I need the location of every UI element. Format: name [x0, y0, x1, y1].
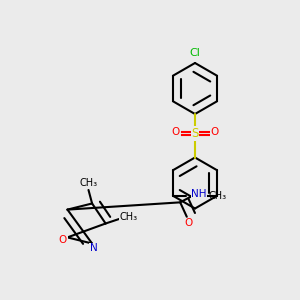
Text: O: O — [184, 218, 192, 228]
Text: N: N — [90, 243, 98, 253]
Text: O: O — [193, 191, 201, 201]
Text: S: S — [191, 127, 199, 140]
Text: CH₃: CH₃ — [208, 191, 226, 201]
Text: CH₃: CH₃ — [80, 178, 98, 188]
Text: O: O — [210, 127, 219, 137]
Text: NH: NH — [191, 189, 207, 199]
Text: Cl: Cl — [190, 48, 200, 59]
Text: O: O — [171, 127, 180, 137]
Text: CH₃: CH₃ — [120, 212, 138, 222]
Text: O: O — [59, 236, 67, 245]
